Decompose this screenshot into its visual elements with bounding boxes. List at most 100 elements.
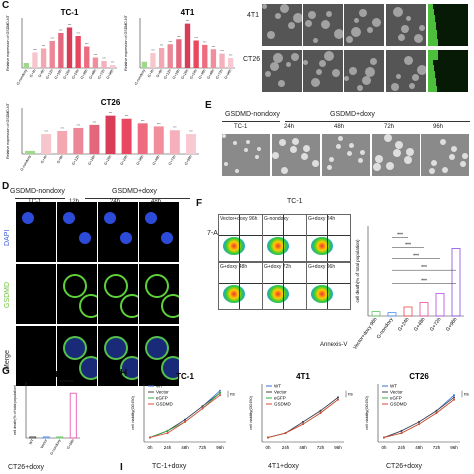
cell-shape	[354, 18, 359, 23]
bar	[371, 311, 381, 317]
x-tick-label: G+96h	[106, 68, 115, 79]
sig-marker: ***	[33, 48, 37, 52]
cell-shape	[417, 65, 426, 75]
f-ylabel-flow: 7-AAD	[207, 230, 228, 237]
fluorescence-image	[57, 326, 97, 386]
data-point	[319, 409, 322, 412]
bar	[29, 436, 37, 439]
x-tick-label: G+4h	[147, 69, 155, 79]
legend-label: eGFP	[390, 396, 402, 401]
x-tick-label: G+20h	[62, 68, 71, 79]
cell-shape	[393, 7, 403, 17]
y-axis-label: cell viability(OD450)	[249, 395, 253, 429]
cell-outline	[104, 274, 128, 298]
sig-marker: ***	[194, 36, 198, 40]
y-axis-label: cell viability(OD450)	[365, 395, 369, 429]
micrograph-image	[344, 4, 384, 46]
bar-chart-4t1: 4T1 Relative expression of GSDMD-NT G-nond…	[124, 8, 235, 86]
x-tick-label: Vector	[40, 438, 49, 450]
cell-shape	[334, 29, 343, 39]
x-tick-label: G+36h	[198, 68, 207, 79]
x-tick-label: G+96h	[66, 438, 75, 449]
sig-marker: ***	[76, 32, 80, 36]
data-point	[166, 432, 169, 435]
fluorescent-cell	[428, 50, 438, 60]
flow-plot-label: G+doxy 48h	[220, 264, 248, 270]
cell-shape	[349, 67, 357, 75]
x-tick-label: G+72h	[168, 154, 177, 165]
sig-label: ***	[397, 232, 403, 238]
x-tick-label: G+24h	[189, 68, 198, 79]
cell-shape	[431, 160, 437, 166]
data-point	[302, 423, 304, 426]
x-tick-label: G+72h	[97, 68, 106, 79]
flow-plot: G+doxy 96h	[306, 262, 351, 310]
sig-marker: ***	[212, 45, 216, 49]
x-tick-label: WT	[28, 438, 35, 446]
fluorescent-cell	[428, 71, 435, 78]
sig-marker: ***	[44, 130, 48, 134]
legend-label: Vector	[274, 390, 287, 395]
data-point	[337, 398, 339, 401]
x-tick-label: G+96h	[445, 317, 459, 333]
x-tick-label: G+16h	[54, 68, 63, 79]
cell-population-blob	[311, 285, 333, 303]
data-point	[219, 394, 221, 397]
cell-population-blob	[267, 237, 289, 255]
x-tick-label: 48h	[299, 445, 307, 450]
chart-title: TC-1	[176, 372, 194, 381]
micrograph-image	[222, 134, 270, 176]
y-axis-label: cell viability(OD450)	[131, 395, 135, 429]
data-point	[149, 436, 151, 439]
fluorescence-image	[57, 202, 97, 262]
legend-label: eGFP	[156, 396, 168, 401]
x-tick-label: G+24h	[397, 317, 411, 333]
data-point	[267, 436, 269, 439]
sig-label: ***	[421, 278, 427, 284]
quadrant-line-h	[307, 283, 350, 284]
micrograph-image	[262, 50, 302, 92]
cell-shape	[460, 161, 466, 167]
legend-label: WT	[274, 384, 281, 389]
cell-shape	[290, 146, 297, 153]
x-tick-label: G+8h	[56, 155, 64, 165]
cell-outline	[104, 336, 128, 360]
x-tick-label: G+24h	[71, 68, 80, 79]
flow-plot: G+doxy 48h	[218, 262, 263, 310]
cell-shape	[324, 51, 334, 61]
cell-shape	[278, 80, 285, 87]
bar	[23, 63, 29, 68]
cell-outline	[145, 274, 169, 298]
fluorescence-image	[98, 264, 138, 324]
cell-shape	[375, 155, 383, 163]
sig-marker: ***	[203, 40, 207, 44]
cell-shape	[291, 53, 299, 61]
bar-chart-ct26: CT26 Relative expression of GSDMD-NT G-non…	[6, 98, 199, 172]
bar-chart-cell-death: cell death(% of total population) Vector+…	[352, 226, 464, 351]
bar	[387, 312, 397, 317]
cell-shape	[393, 149, 401, 157]
sig-marker: ***	[68, 23, 72, 27]
x-tick-label: 72h	[199, 445, 207, 450]
x-tick-label: G+36h	[80, 68, 89, 79]
bar	[73, 127, 84, 154]
x-tick-label: G-nondoxy	[49, 438, 61, 455]
legend-label: GSDMD	[390, 402, 408, 407]
cell-outline	[161, 356, 179, 380]
data-point	[435, 412, 438, 414]
cell-shape	[373, 163, 381, 171]
cell-outline	[145, 336, 169, 360]
chart-title: CT26	[101, 98, 121, 107]
cell-shape	[346, 36, 353, 43]
chart-title: 4T1	[181, 8, 195, 17]
y-axis-label: Relative expression of GSDMD-NT	[124, 14, 128, 71]
fluorescent-cell	[428, 86, 437, 92]
cell-outline	[79, 356, 97, 380]
sig-marker: ***	[50, 37, 54, 41]
quadrant-line-h	[219, 283, 262, 284]
cell-shape	[404, 156, 412, 164]
sig-marker: ***	[93, 120, 97, 124]
nucleus-shape	[104, 212, 116, 224]
data-point	[166, 429, 169, 432]
data-point	[201, 407, 204, 410]
